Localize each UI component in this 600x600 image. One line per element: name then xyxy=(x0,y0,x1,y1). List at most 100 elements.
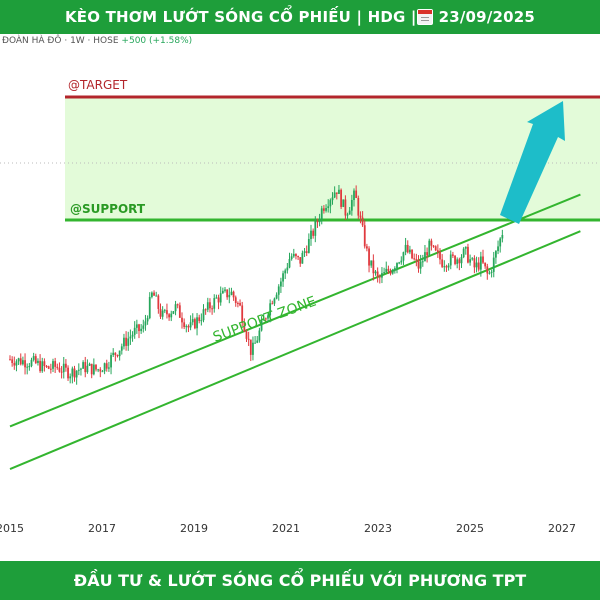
candle-body xyxy=(299,257,302,264)
candle-body xyxy=(159,308,162,317)
symbol-name: ĐOÀN HÀ ĐÔ · 1W · HOSE xyxy=(2,36,119,46)
x-tick-label: 2017 xyxy=(88,522,116,535)
candle-body xyxy=(318,219,321,223)
candle-body xyxy=(28,366,31,368)
candle-body xyxy=(84,362,87,373)
candle-body xyxy=(267,315,269,319)
candle-body xyxy=(140,328,143,332)
candle-body xyxy=(342,199,345,207)
candle-body xyxy=(39,360,41,372)
candle-body xyxy=(125,337,127,346)
candle-body xyxy=(490,271,493,273)
candle-body xyxy=(449,254,452,266)
candle-body xyxy=(239,303,241,306)
candle-body xyxy=(325,207,327,211)
candle-body xyxy=(335,192,338,194)
candle-body xyxy=(469,259,471,263)
candle-body xyxy=(288,259,291,268)
candle-body xyxy=(477,262,480,270)
candle-body xyxy=(385,268,388,273)
candle-body xyxy=(230,291,233,295)
candle-body xyxy=(133,327,136,335)
candle-body xyxy=(101,371,104,373)
price-change: +500 (+1.58%) xyxy=(121,36,193,46)
candle-body xyxy=(398,262,401,264)
candle-body xyxy=(488,272,491,274)
support-label: @SUPPORT xyxy=(70,202,146,216)
candle-body xyxy=(454,255,456,264)
candle-body xyxy=(196,317,198,329)
candle-body xyxy=(426,252,428,256)
candle-body xyxy=(228,294,231,298)
candle-body xyxy=(445,266,448,268)
candle-body xyxy=(307,239,310,253)
candle-body xyxy=(131,334,134,337)
candle-body xyxy=(224,289,226,291)
candle-body xyxy=(501,235,504,239)
calendar-icon xyxy=(416,9,433,25)
candle-body xyxy=(148,296,151,319)
candle-body xyxy=(86,365,89,373)
candle-body xyxy=(209,302,211,309)
candle-body xyxy=(110,355,112,368)
candle-body xyxy=(146,318,149,322)
x-tick-label: 2025 xyxy=(456,522,484,535)
candle-body xyxy=(142,325,145,329)
candle-body xyxy=(424,252,426,262)
candle-body xyxy=(458,259,461,264)
candle-body xyxy=(376,271,379,277)
candle-body xyxy=(355,190,358,198)
candle-body xyxy=(170,313,173,318)
candle-body xyxy=(75,370,78,378)
x-axis: 2015 2017 2019 2021 2023 2025 2027 xyxy=(0,522,576,535)
x-tick-label: 2019 xyxy=(180,522,208,535)
candle-body xyxy=(303,251,306,253)
candle-body xyxy=(366,246,368,249)
candle-body xyxy=(62,363,65,373)
candle-body xyxy=(202,309,205,321)
candle-body xyxy=(497,246,499,252)
candle-body xyxy=(372,260,375,274)
candle-body xyxy=(226,289,229,298)
candle-body xyxy=(320,208,323,220)
candle-body xyxy=(155,295,158,297)
candle-body xyxy=(305,251,308,253)
candle-body xyxy=(32,356,35,360)
candle-body xyxy=(273,298,276,304)
candle-body xyxy=(492,257,495,272)
candle-body xyxy=(194,319,196,329)
candle-body xyxy=(90,363,93,375)
candle-body xyxy=(11,359,14,364)
candle-body xyxy=(393,268,396,271)
channel-line-0 xyxy=(9,193,581,428)
candle-body xyxy=(181,317,183,323)
candle-body xyxy=(88,363,91,366)
candle-body xyxy=(144,321,147,326)
candle-body xyxy=(157,295,160,309)
candle-body xyxy=(323,208,325,211)
candle-body xyxy=(247,338,250,340)
candle-body xyxy=(495,251,497,258)
candle-body xyxy=(370,260,373,266)
candle-body xyxy=(120,346,123,351)
candle-body xyxy=(241,305,244,323)
candle-body xyxy=(282,273,284,282)
candle-body xyxy=(26,366,29,368)
target-arrow xyxy=(500,101,565,224)
candle-body xyxy=(92,364,95,375)
candle-body xyxy=(166,310,168,315)
candle-body xyxy=(204,309,207,311)
candle-body xyxy=(348,210,351,215)
candle-body xyxy=(357,197,360,216)
candle-body xyxy=(198,317,201,321)
candle-body xyxy=(260,320,263,331)
candle-body xyxy=(151,292,153,297)
candle-body xyxy=(178,305,181,318)
candle-body xyxy=(396,263,398,269)
candle-body xyxy=(258,330,261,341)
candle-body xyxy=(47,366,50,369)
candle-body xyxy=(249,339,252,355)
candle-body xyxy=(221,290,224,294)
candle-body xyxy=(13,363,16,366)
candle-body xyxy=(129,336,132,339)
